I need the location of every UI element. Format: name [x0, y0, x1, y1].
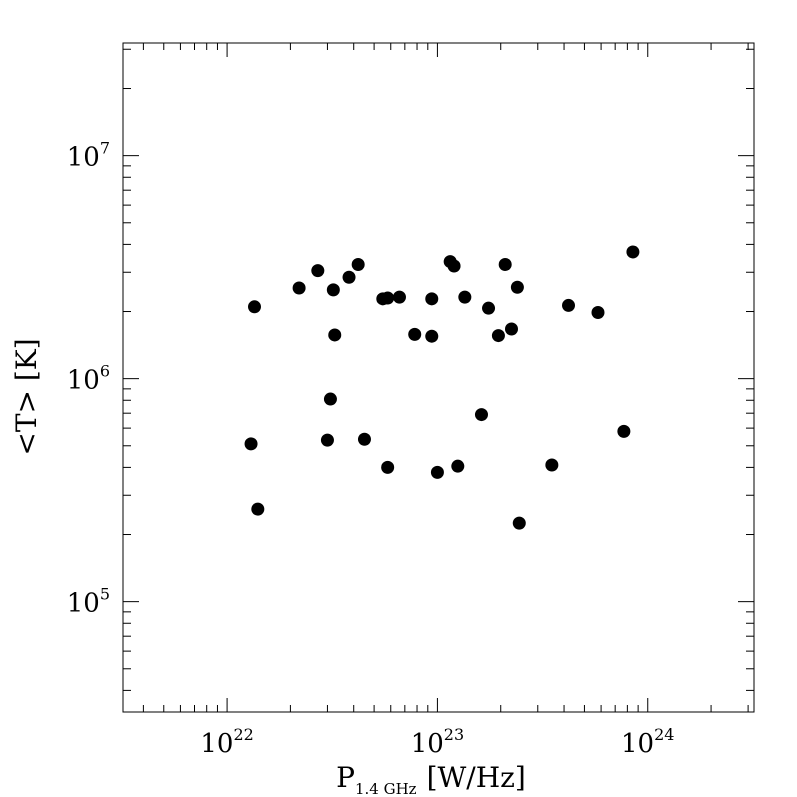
y-tick-label: 106	[67, 362, 110, 396]
data-point	[328, 328, 342, 342]
data-point	[326, 283, 340, 297]
data-point	[408, 327, 422, 341]
x-tick-label: 1022	[200, 725, 253, 759]
data-point	[323, 392, 337, 406]
data-point	[458, 290, 472, 304]
y-axis-label: <T> [K]	[10, 338, 43, 455]
data-point	[244, 437, 258, 451]
data-point	[482, 301, 496, 315]
data-point	[430, 465, 444, 479]
data-point	[381, 291, 395, 305]
y-tick-label: 105	[67, 585, 110, 619]
data-point	[447, 259, 461, 273]
data-point	[351, 257, 365, 271]
data-point	[498, 257, 512, 271]
data-point	[425, 292, 439, 306]
data-point	[311, 264, 325, 278]
data-point	[591, 305, 605, 319]
x-axis-label: P1.4 GHz [W/Hz]	[336, 761, 526, 797]
data-point	[562, 298, 576, 312]
data-point	[357, 432, 371, 446]
data-point	[381, 460, 395, 474]
data-point	[247, 300, 261, 314]
axis-ticks	[123, 43, 754, 712]
y-tick-labels: 105 106 107	[67, 139, 110, 619]
data-point	[626, 245, 640, 259]
data-point	[545, 458, 559, 472]
x-tick-labels: 1022 1023 1024	[200, 725, 674, 759]
x-tick-label: 1023	[411, 725, 464, 759]
data-point	[504, 322, 518, 336]
data-point	[451, 459, 465, 473]
data-point	[251, 502, 265, 516]
y-tick-label: 107	[67, 139, 110, 173]
data-point	[474, 408, 488, 422]
x-tick-label: 1024	[621, 725, 674, 759]
data-points	[244, 245, 640, 530]
data-point	[320, 433, 334, 447]
data-point	[491, 329, 505, 343]
data-point	[510, 280, 524, 294]
data-point	[392, 290, 406, 304]
data-point	[425, 329, 439, 343]
data-point	[512, 516, 526, 530]
data-point	[292, 281, 306, 295]
data-point	[617, 424, 631, 438]
plot-frame	[122, 42, 755, 713]
data-point	[342, 270, 356, 284]
